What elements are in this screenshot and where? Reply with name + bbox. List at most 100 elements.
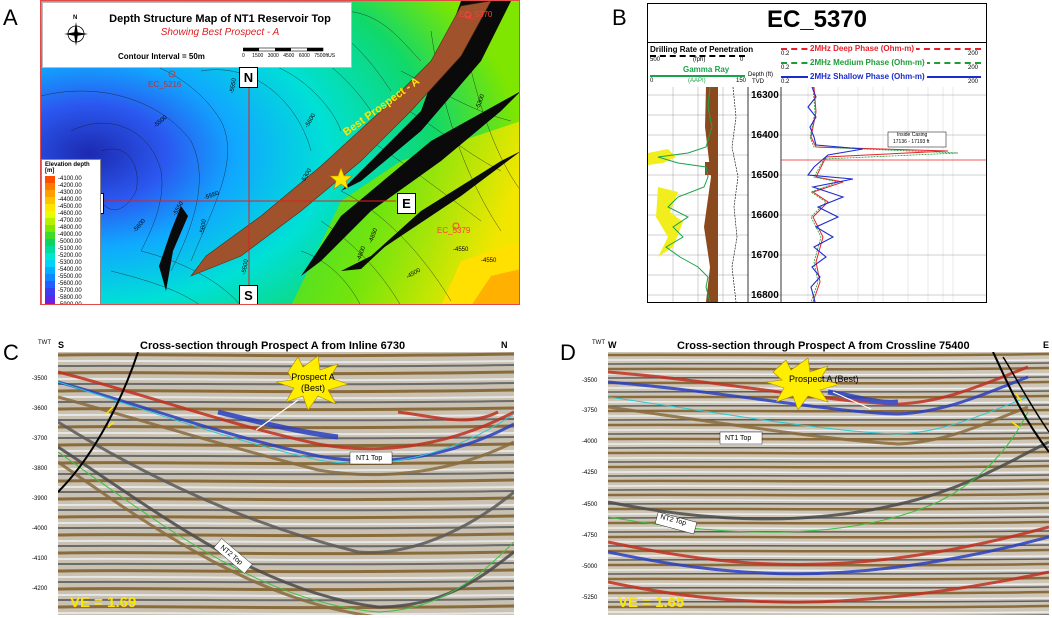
well-label: EC_5379 <box>437 226 471 235</box>
direction-n: N <box>239 67 258 88</box>
legend-entry: -4900.00 <box>45 232 100 239</box>
legend-entry: -4100.00 <box>45 176 100 183</box>
twt-label: TWT <box>38 340 51 346</box>
twt-tick: -5250 <box>582 595 598 601</box>
legend-label: -5100.00 <box>58 246 82 252</box>
legend-swatch <box>45 295 55 302</box>
seismic-section-d: Prospect A (Best) NT1 Top NT2 Top VE = 1… <box>608 352 1049 615</box>
dir-right: E <box>1043 340 1050 350</box>
legend-entry: -4200.00 <box>45 183 100 190</box>
scale-tick: 3000 <box>267 53 279 59</box>
gr-label: Gamma Ray <box>683 65 730 74</box>
legend-entry: -4700.00 <box>45 218 100 225</box>
legend-swatch <box>45 176 55 183</box>
twt-tick: -3500 <box>582 378 598 384</box>
legend-label: -4500.00 <box>58 204 82 210</box>
tvd-label: TVD <box>752 79 764 85</box>
legend-swatch <box>45 246 55 253</box>
legend-entry: -4400.00 <box>45 197 100 204</box>
twt-tick: -4100 <box>32 556 48 562</box>
legend-label: -5900.00 <box>58 302 82 305</box>
legend-label: -5600.00 <box>58 281 82 287</box>
twt-tick: -4000 <box>582 439 598 445</box>
shallow-label: 2MHz Shallow Phase (Ohm-m) <box>808 72 927 81</box>
scale-tick: 6000 <box>298 53 310 59</box>
shallow-min: 0.2 <box>781 79 790 85</box>
shallow-max: 200 <box>968 79 979 85</box>
legend-label: -4700.00 <box>58 218 82 224</box>
seismic-section-c: Prospect A (Best) NT1 Top NT2 Top VE = 1… <box>58 352 514 615</box>
contour-interval: Contour Interval = 50m <box>118 52 205 61</box>
direction-s: S <box>239 285 258 304</box>
panel-label-d: D <box>560 340 576 365</box>
section-d-title: Cross-section through Prospect A from Cr… <box>677 340 970 352</box>
legend-swatch <box>45 274 55 281</box>
scale-bar <box>243 47 324 52</box>
legend-entries: -4100.00 -4200.00 -4300.00 -4400.00 -4500.00… <box>42 176 100 305</box>
legend-entry: -5500.00 <box>45 274 100 281</box>
legend-swatch <box>45 211 55 218</box>
vertical-exaggeration: VE = 1.65 <box>618 594 685 611</box>
twt-tick: -3700 <box>32 436 48 442</box>
legend-entry: -4300.00 <box>45 190 100 197</box>
scale-labels: 0 1500 3000 4500 6000 7500ftUS <box>242 53 335 59</box>
dir-left: S <box>58 340 65 350</box>
prospect-label: Prospect A <box>291 372 335 382</box>
legend-swatch <box>45 183 55 190</box>
legend-entry: -4500.00 <box>45 204 100 211</box>
depth-tick: 16300 <box>751 90 779 101</box>
rop-max: 0 <box>740 57 744 63</box>
depth-tick: 16800 <box>751 290 779 301</box>
contour-label: -4550 <box>481 258 497 264</box>
map-title-box: N Depth Structure Map of NT1 Reservoir T… <box>42 2 352 68</box>
prospect-label: Prospect A (Best) <box>789 374 859 384</box>
deep-min: 0.2 <box>781 51 790 57</box>
legend-entry: -5100.00 <box>45 246 100 253</box>
well-label: EC_5370 <box>459 10 493 19</box>
depth-tick: 16500 <box>751 170 779 181</box>
legend-entry: -4600.00 <box>45 211 100 218</box>
twt-tick: -4200 <box>32 586 48 592</box>
legend-swatch <box>45 204 55 211</box>
twt-tick: -3800 <box>32 466 48 472</box>
twt-tick: -4250 <box>582 470 598 476</box>
legend-swatch <box>45 253 55 260</box>
legend-swatch <box>45 288 55 295</box>
depth-tick: 16400 <box>751 130 779 141</box>
legend-label: -5200.00 <box>58 253 82 259</box>
deep-max: 200 <box>968 51 979 57</box>
direction-e: E <box>397 193 416 214</box>
legend-swatch <box>45 267 55 274</box>
legend-label: -4800.00 <box>58 225 82 231</box>
casing-note: 17136 - 17193 ft <box>893 139 930 145</box>
legend-label: -4200.00 <box>58 183 82 189</box>
section-c-title: Cross-section through Prospect A from In… <box>140 340 406 352</box>
structure-map: -5300 -5550 -5550 -5500 -5600 -5500 -555… <box>40 0 520 305</box>
nt1-label: NT1 Top <box>356 455 383 462</box>
dir-left: W <box>608 340 617 350</box>
vertical-exaggeration: VE = 1.69 <box>70 594 137 611</box>
depth-tick: 16700 <box>751 250 779 261</box>
rop-min: 500 <box>650 57 661 63</box>
legend-swatch <box>45 239 55 246</box>
legend-label: -5700.00 <box>58 288 82 294</box>
contour-label: -4550 <box>453 247 469 253</box>
legend-entry: -5400.00 <box>45 267 100 274</box>
rop-label: Drilling Rate of Penetration <box>650 45 754 54</box>
legend-label: -5000.00 <box>58 239 82 245</box>
twt-tick: -5000 <box>582 564 598 570</box>
twt-tick: -3750 <box>582 408 598 414</box>
scale-tick: 0 <box>242 53 245 59</box>
legend-entry: -5900.00 <box>45 302 100 305</box>
rop-unit: (fph) <box>693 57 706 63</box>
scale-tick: 1500 <box>252 53 264 59</box>
legend-label: -4400.00 <box>58 197 82 203</box>
well-log: EC_5370 Drilling Rate of Penetration 500… <box>647 3 987 303</box>
legend-entry: -5600.00 <box>45 281 100 288</box>
legend-swatch <box>45 281 55 288</box>
legend-label: -4600.00 <box>58 211 82 217</box>
legend-swatch <box>45 302 55 304</box>
legend-label: -5400.00 <box>58 267 82 273</box>
legend-label: -5300.00 <box>58 260 82 266</box>
legend-swatch <box>45 197 55 204</box>
